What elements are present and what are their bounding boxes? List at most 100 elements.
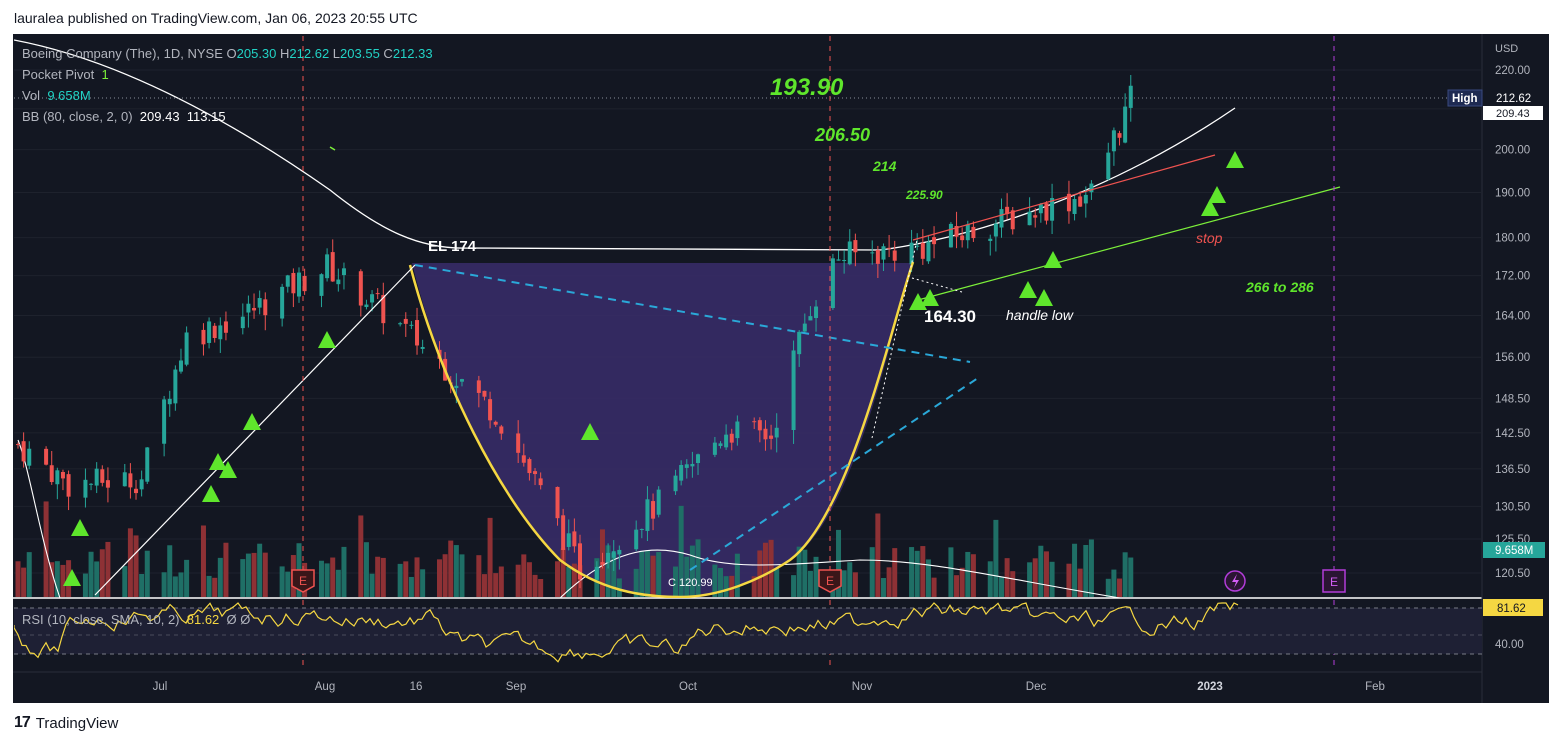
volume-bar [875, 513, 881, 597]
candle-body [240, 316, 245, 329]
volume-bar [15, 561, 21, 597]
volume-bar [144, 550, 150, 597]
annotation-225-90: 225.90 [906, 188, 943, 202]
volume-bar [54, 561, 60, 597]
volume-bar [487, 517, 493, 597]
legend-volume[interactable]: Vol 9.658M [22, 88, 91, 103]
volume-bar [723, 576, 729, 597]
candle-body [718, 443, 723, 446]
candle-body [325, 254, 330, 279]
volume-bar [21, 567, 27, 597]
legend-bollinger[interactable]: BB (80, close, 2, 0) 209.43 113.15 [22, 109, 226, 124]
candle-body [634, 529, 639, 550]
volume-bar [796, 546, 802, 597]
legend-high: H212.62 [280, 46, 330, 61]
candle-body [336, 279, 341, 285]
candle-body [516, 433, 521, 453]
candle-body [920, 242, 925, 259]
volume-bar [60, 564, 66, 597]
legend-rsi[interactable]: RSI (10, close, SMA, 10, 2) 81.62 Ø Ø [22, 612, 251, 627]
bb-upper-band [14, 39, 1236, 251]
volume-bar [751, 576, 757, 597]
candle-body [16, 444, 20, 446]
volume-bar [122, 566, 128, 597]
legend-open: O205.30 [226, 46, 277, 61]
rsi-value: 81.62 [1497, 603, 1526, 615]
volume-bar [914, 550, 920, 597]
candle-body [454, 385, 459, 389]
candle-body [521, 455, 526, 463]
volume-bar [633, 568, 639, 597]
rsi-line [14, 602, 1239, 663]
volume-bar [1038, 545, 1044, 597]
volume-bar [538, 578, 544, 597]
volume-bar [133, 535, 139, 597]
cup-region [412, 263, 912, 598]
candle-body [493, 421, 498, 425]
candle-body [960, 235, 965, 241]
candle-body [965, 224, 970, 241]
earnings-marker-upcoming[interactable]: E [1322, 569, 1346, 593]
candle-body [814, 306, 819, 319]
earnings-marker-2[interactable]: E [818, 569, 842, 593]
legend-ohlc[interactable]: Boeing Company (The), 1D, NYSE O205.30 H… [22, 46, 433, 61]
volume-bar [555, 561, 561, 597]
candle-body [802, 323, 807, 332]
volume-bar [515, 564, 521, 597]
candle-body [55, 470, 60, 485]
candle-body [999, 209, 1004, 228]
annotation-266-to-286: 266 to 286 [1246, 279, 1314, 295]
volume-bar [318, 560, 324, 597]
volume-bar [1032, 558, 1038, 597]
price-tick: 120.50 [1495, 568, 1530, 580]
pocket-pivot-arrow [581, 423, 599, 440]
candle-body [774, 427, 779, 438]
candle-body [201, 329, 206, 345]
candle-body [887, 247, 892, 249]
candle-body [398, 323, 403, 325]
price-tick: 142.50 [1495, 428, 1530, 440]
candle-body [1089, 183, 1094, 193]
annotation-stop: stop [1196, 230, 1223, 246]
legend-pocket-pivot[interactable]: Pocket Pivot 1 [22, 67, 109, 82]
candle-body [420, 346, 425, 349]
volume-bar [965, 551, 971, 597]
volume-bar [813, 556, 819, 597]
annotation-cup-low: C 120.99 [668, 577, 713, 589]
volume-bar [762, 542, 768, 597]
volume-bar [178, 572, 184, 597]
candle-body [842, 260, 847, 262]
candle-body [173, 369, 178, 404]
candle-body [769, 435, 774, 439]
volume-bar [1072, 543, 1078, 597]
time-axis[interactable]: Jul Aug 16 Sep Oct Nov Dec 2023 Feb [153, 681, 1385, 693]
volume-bar [909, 547, 915, 597]
candle-body [656, 489, 661, 515]
drawing-overlays [94, 146, 1341, 598]
cyan-dashed-uptrend [689, 377, 979, 571]
time-tick-sep: Sep [506, 681, 526, 693]
candle-body [724, 434, 729, 448]
earnings-markers[interactable]: E E E [291, 569, 1346, 593]
dividend-lightning-icon[interactable] [1224, 570, 1246, 592]
candle-body [60, 472, 65, 479]
candle-body [482, 390, 487, 397]
volume-bar [571, 563, 577, 597]
candle-body [1033, 215, 1038, 218]
green-support-line [917, 186, 1341, 301]
candle-body [1027, 211, 1032, 226]
tradingview-footer[interactable]: 17 TradingView [14, 714, 118, 732]
candle-body [684, 464, 689, 468]
candle-body [954, 225, 959, 237]
candle-body [881, 246, 886, 260]
rsi-tick-40: 40.00 [1495, 639, 1524, 651]
candle-body [1010, 210, 1015, 230]
candle-body [94, 468, 99, 486]
volume-bar [807, 570, 813, 597]
pocket-pivot-arrow [1035, 289, 1053, 306]
volume-bar [335, 569, 341, 597]
candle-body [246, 303, 251, 313]
earnings-marker-1[interactable]: E [291, 569, 315, 593]
annotation-handle-low: handle low [1006, 307, 1073, 323]
